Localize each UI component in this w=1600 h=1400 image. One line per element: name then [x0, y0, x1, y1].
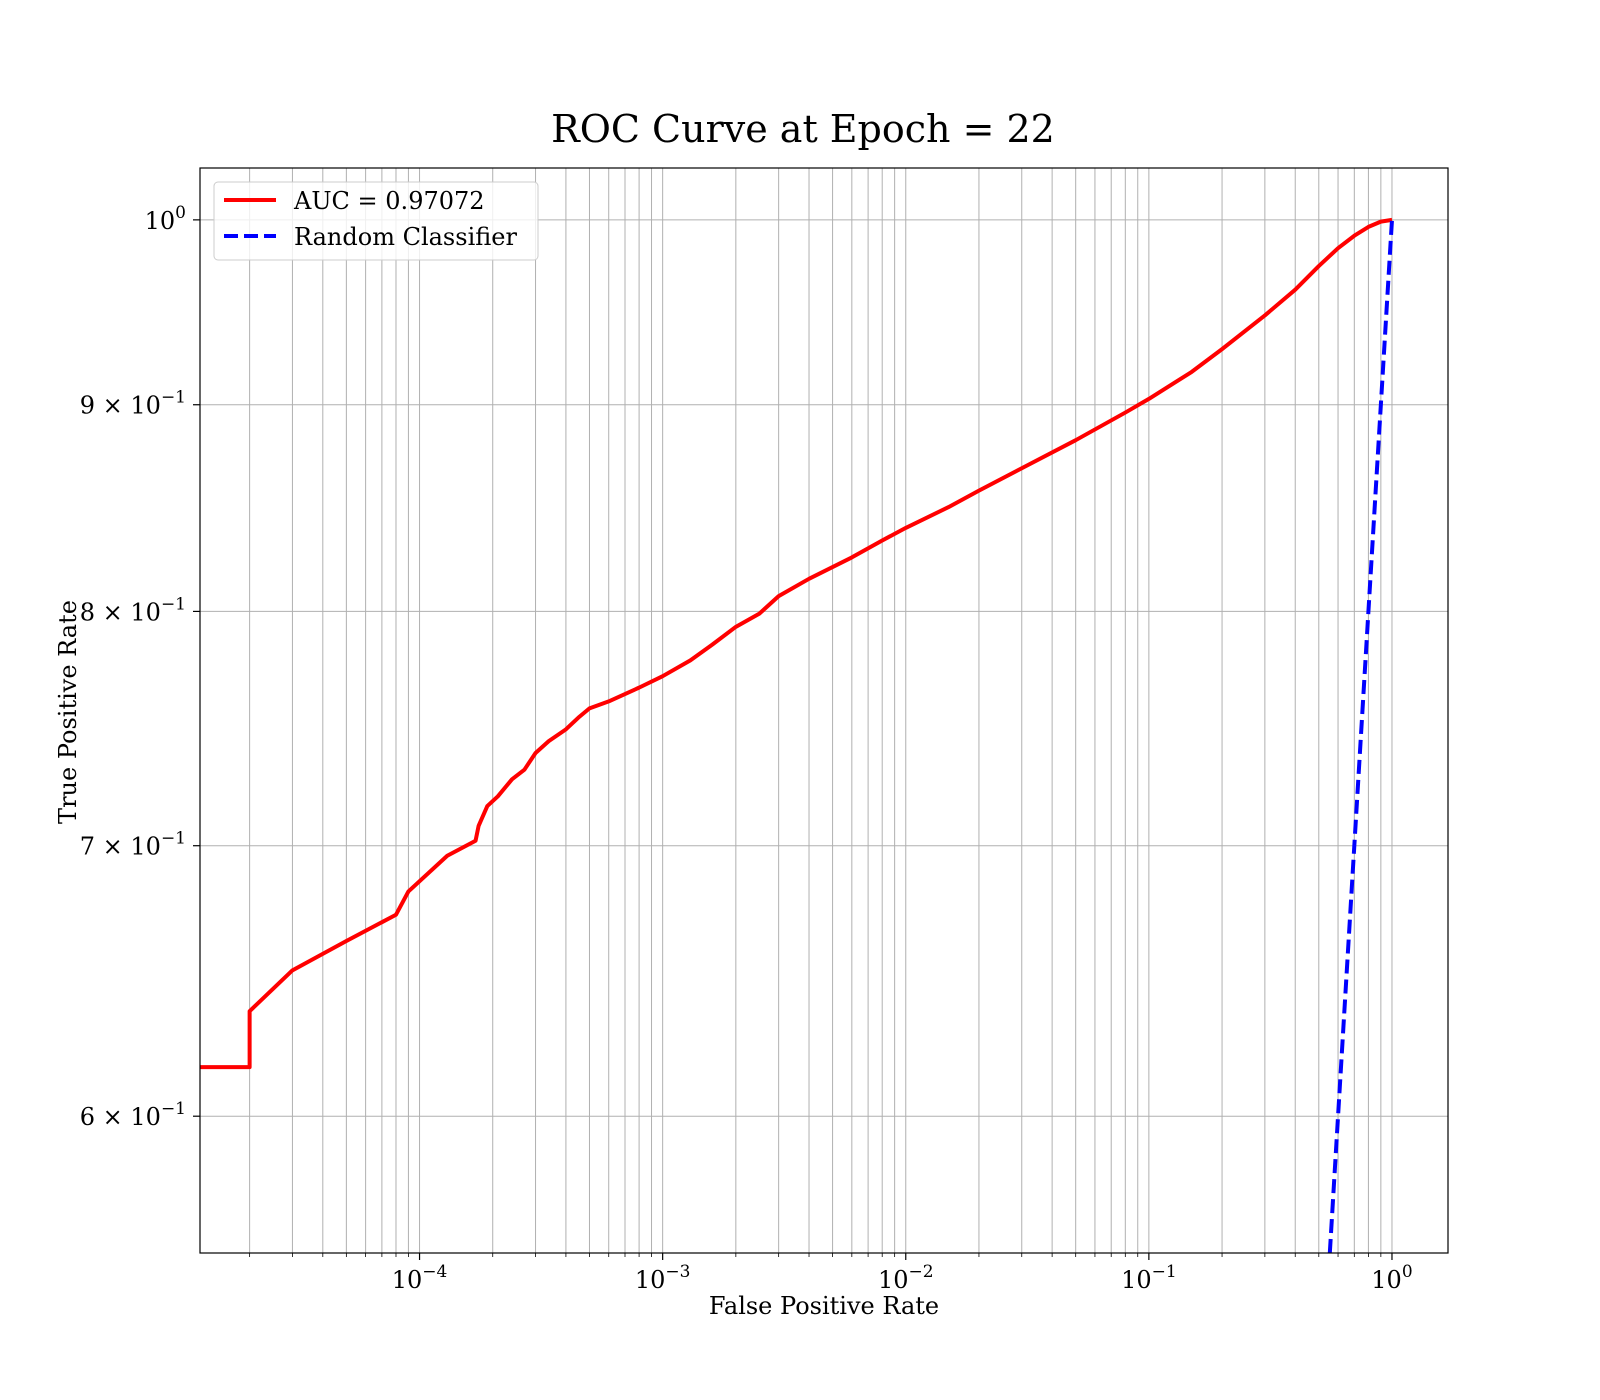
y-tick-label: 9 × 10−1 [80, 388, 186, 420]
roc-curve-line [200, 217, 1393, 1070]
series-layer [200, 217, 1394, 1253]
x-tick-label: 10−1 [1121, 1262, 1177, 1294]
legend-box [213, 181, 539, 261]
random-classifier-line [1327, 219, 1394, 1253]
y-axis-label: True Positive Rate [54, 600, 82, 824]
y-tick-label: 6 × 10−1 [80, 1099, 186, 1131]
x-tick-label: 100 [1371, 1262, 1412, 1294]
y-tick-label: 8 × 10−1 [80, 594, 186, 626]
x-tick-label: 10−2 [878, 1262, 934, 1294]
y-tick-label: 100 [145, 203, 186, 235]
plot-frame [199, 167, 1449, 1254]
grid [200, 168, 1448, 1253]
x-tick-label: 10−3 [635, 1262, 691, 1294]
legend-label-random: Random Classifier [294, 223, 517, 251]
x-axis-label: False Positive Rate [709, 1292, 939, 1320]
ticks: 10−4 10−3 10−2 10−1 100 6 × 10−1 7 × 10−1 8 × 1… [80, 203, 1413, 1294]
chart-title: ROC Curve at Epoch = 22 [551, 107, 1055, 151]
legend: AUC = 0.97072 Random Classifier [213, 181, 539, 261]
y-tick-label: 7 × 10−1 [80, 829, 186, 861]
x-tick-label: 10−4 [392, 1262, 448, 1294]
legend-label-auc: AUC = 0.97072 [293, 187, 485, 215]
